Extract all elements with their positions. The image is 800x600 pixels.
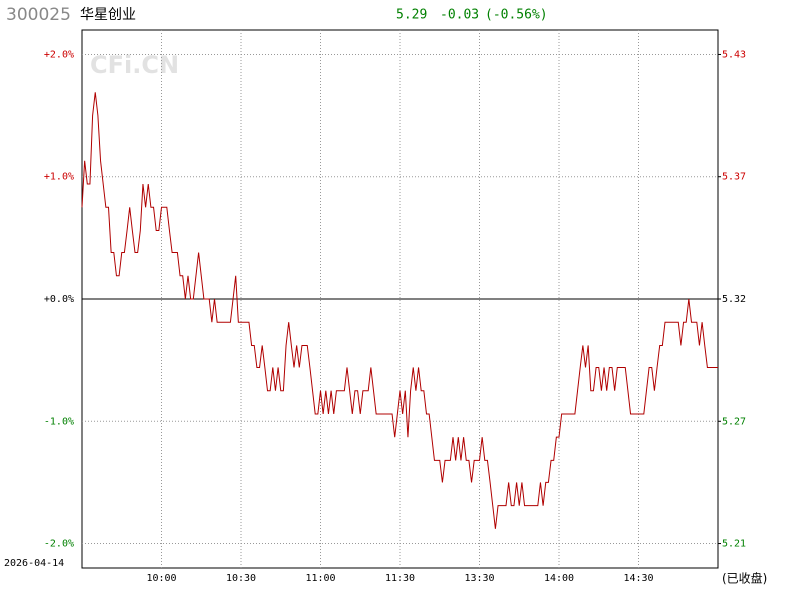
price-line — [81, 92, 718, 529]
y-tick-label: +0.0% — [44, 294, 74, 305]
stock-name: 华星创业 — [80, 7, 136, 23]
y2-tick-label: 5.27 — [722, 416, 746, 427]
price: 5.29 — [396, 8, 427, 23]
x-tick-label: 11:00 — [305, 573, 335, 584]
x-tick-label: 10:00 — [146, 573, 176, 584]
x-tick-label: 10:30 — [226, 573, 256, 584]
watermark: CFi.CN — [90, 51, 179, 79]
status-label: (已收盘) — [722, 571, 767, 586]
y2-tick-label: 5.21 — [722, 539, 746, 550]
x-tick-label: 14:30 — [623, 573, 653, 584]
y-tick-label: +2.0% — [44, 49, 74, 60]
y2-tick-label: 5.43 — [722, 49, 746, 60]
y-tick-label: -1.0% — [44, 416, 74, 427]
change: -0.03 — [440, 8, 479, 23]
stock-code: 300025 — [6, 5, 71, 25]
date-label: 2026-04-14 — [4, 558, 64, 569]
y-tick-label: +1.0% — [44, 172, 74, 183]
x-tick-label: 11:30 — [385, 573, 415, 584]
y2-tick-label: 5.37 — [722, 172, 746, 183]
x-tick-label: 14:00 — [544, 573, 574, 584]
change-pct: (-0.56%) — [485, 8, 548, 23]
y2-tick-label: 5.32 — [722, 294, 746, 305]
y-tick-label: -2.0% — [44, 539, 74, 550]
x-tick-label: 13:30 — [464, 573, 494, 584]
